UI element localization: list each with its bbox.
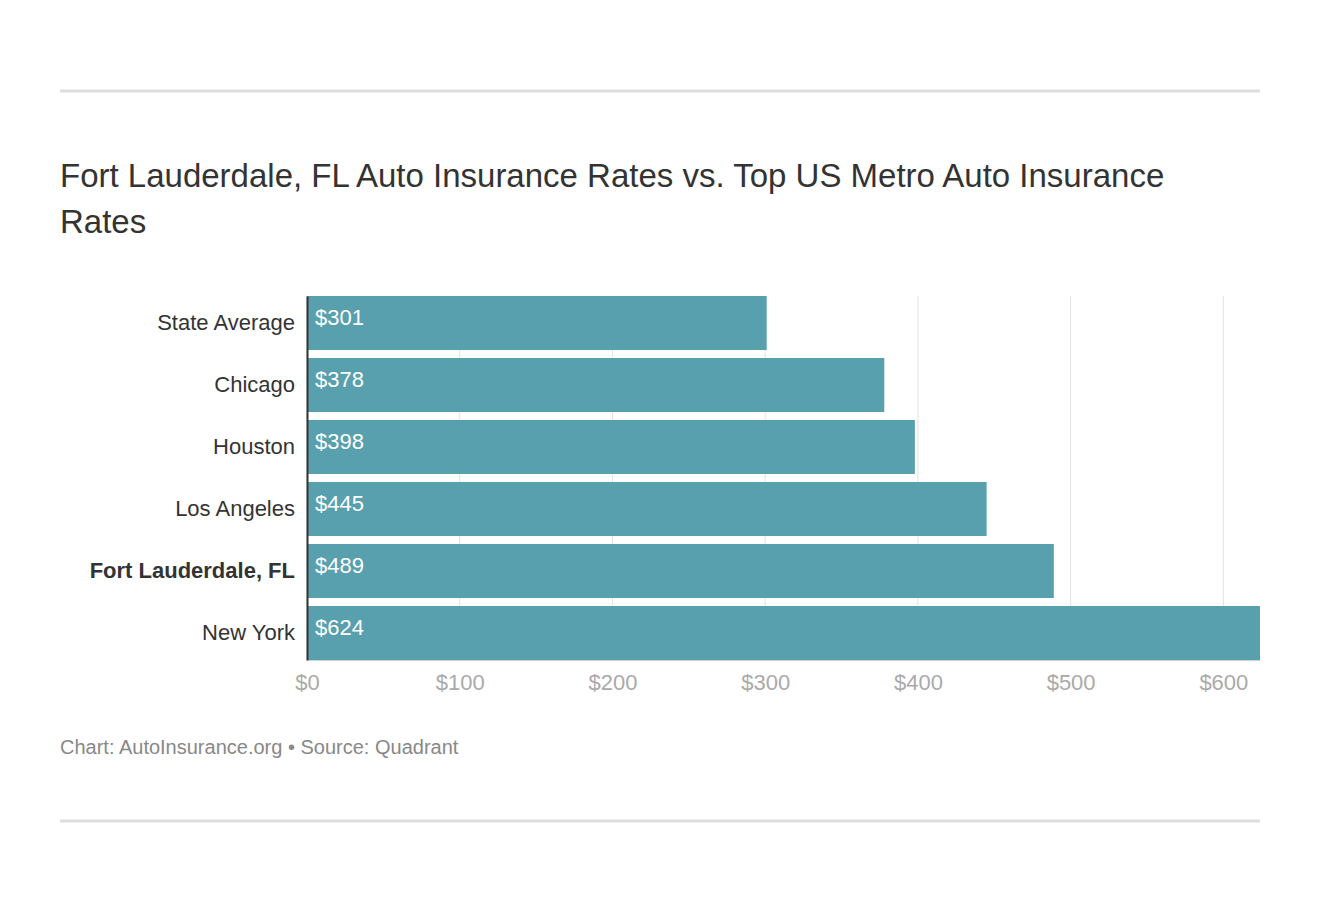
x-tick: $600 <box>1199 660 1248 695</box>
data-label: $445 <box>315 491 364 516</box>
y-tick: Los Angeles <box>175 496 307 521</box>
grid <box>307 296 1223 660</box>
rule <box>60 90 1260 93</box>
bar <box>307 606 1260 660</box>
y-tick-label: New York <box>202 620 296 645</box>
x-tick-label: $400 <box>894 670 943 695</box>
x-tick-label: $100 <box>436 670 485 695</box>
data-label: $489 <box>315 553 364 578</box>
y-tick-label: Los Angeles <box>175 496 295 521</box>
data-label: $378 <box>315 367 364 392</box>
bar <box>307 358 884 412</box>
bar <box>307 544 1054 598</box>
chart: Fort Lauderdale, FL Auto Insurance Rates… <box>0 0 1320 902</box>
x-tick-label: $200 <box>588 670 637 695</box>
grid-line <box>307 296 308 660</box>
y-tick: State Average <box>157 310 307 335</box>
grid-line <box>1070 296 1071 660</box>
bars <box>307 296 1260 660</box>
grid-line <box>1223 296 1224 660</box>
y-tick-label: Fort Lauderdale, FL <box>90 558 295 583</box>
y-tick: Houston <box>213 434 307 459</box>
title: Fort Lauderdale, FL Auto Insurance Rates… <box>60 157 1164 240</box>
y-axis: State Average Chicago Houston Los Angeles Fo… <box>90 297 308 661</box>
y-tick: New York <box>202 620 307 645</box>
bar <box>307 420 915 474</box>
x-tick-label: $0 <box>295 670 319 695</box>
x-tick: $400 <box>894 660 943 695</box>
x-axis-line <box>308 660 1261 661</box>
grid-line <box>765 296 766 660</box>
x-axis: $0 $100 $200 $300 $400 $500 $600 <box>295 660 1260 695</box>
data-label: $398 <box>315 429 364 454</box>
rule <box>60 820 1260 823</box>
x-tick-label: $300 <box>741 670 790 695</box>
x-tick: $0 <box>295 660 319 695</box>
x-tick: $100 <box>436 660 485 695</box>
data-labels: $301 $378 $398 $445 $489 $624 <box>315 305 364 640</box>
x-tick: $500 <box>1047 660 1096 695</box>
x-tick: $200 <box>588 660 637 695</box>
y-axis-line <box>307 297 309 661</box>
y-tick: Chicago <box>214 372 307 397</box>
x-tick-label: $500 <box>1047 670 1096 695</box>
y-tick-label: Houston <box>213 434 295 459</box>
grid-line <box>459 296 460 660</box>
y-tick: Fort Lauderdale, FL <box>90 558 307 583</box>
y-tick-label: State Average <box>157 310 295 335</box>
grid-line <box>612 296 613 660</box>
x-tick: $300 <box>741 660 790 695</box>
grid-line <box>917 296 918 660</box>
bar <box>307 482 987 536</box>
bar <box>307 296 767 350</box>
source: Chart: AutoInsurance.org • Source: Quadr… <box>60 736 459 758</box>
data-label: $624 <box>315 615 364 640</box>
y-tick-label: Chicago <box>214 372 295 397</box>
data-label: $301 <box>315 305 364 330</box>
x-tick-label: $600 <box>1199 670 1248 695</box>
